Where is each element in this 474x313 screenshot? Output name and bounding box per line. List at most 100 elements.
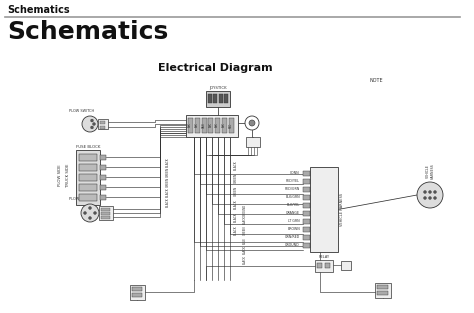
Bar [209, 118, 213, 133]
Circle shape [89, 207, 91, 209]
Circle shape [81, 204, 99, 222]
Text: VEHICLE
HARNESS: VEHICLE HARNESS [426, 163, 434, 179]
Bar [341, 261, 351, 270]
Text: BLACK: BLACK [243, 216, 247, 224]
Circle shape [249, 120, 255, 126]
Circle shape [92, 122, 95, 126]
Circle shape [428, 191, 431, 193]
Bar [100, 195, 106, 200]
Bar [303, 187, 310, 192]
Text: BLUE: BLUE [243, 237, 247, 244]
Text: BLACK: BLACK [243, 255, 247, 264]
Bar [99, 206, 113, 220]
Bar [303, 235, 310, 240]
Bar [206, 91, 230, 107]
Text: RED/YEL: RED/YEL [286, 179, 300, 183]
Text: CONN: CONN [291, 171, 300, 175]
Bar [303, 211, 310, 216]
Text: Schematics: Schematics [7, 20, 168, 44]
Text: GROUND: GROUND [243, 204, 247, 216]
Text: GRN: GRN [201, 122, 206, 128]
Text: GREEN: GREEN [243, 225, 247, 235]
Bar [188, 118, 193, 133]
Text: LT GRN: LT GRN [288, 219, 300, 223]
Bar [303, 243, 310, 248]
Text: BROWN: BROWN [287, 227, 300, 231]
Circle shape [428, 197, 431, 199]
Circle shape [423, 191, 427, 193]
Bar [303, 203, 310, 208]
Text: BLK: BLK [209, 123, 212, 127]
Bar [101, 208, 110, 211]
Text: RED/GRN: RED/GRN [285, 187, 300, 191]
Bar [219, 94, 223, 103]
Text: BLACK: BLACK [234, 199, 238, 209]
Text: GROUND: GROUND [285, 243, 300, 247]
Text: TRUCK SIDE: TRUCK SIDE [66, 163, 70, 187]
Text: BLK: BLK [222, 123, 226, 127]
Text: ORANGE: ORANGE [286, 211, 300, 215]
Bar [101, 212, 110, 215]
Text: PLOW SWITCH: PLOW SWITCH [69, 109, 94, 113]
Bar [317, 263, 322, 268]
Circle shape [417, 182, 443, 208]
Text: VEHICLE HARNESS: VEHICLE HARNESS [340, 193, 344, 226]
Bar [377, 285, 388, 289]
Circle shape [91, 119, 93, 122]
Circle shape [93, 212, 97, 214]
Bar [186, 115, 238, 137]
Bar [303, 171, 310, 176]
Text: JOYSTICK: JOYSTICK [209, 86, 227, 90]
Bar [79, 174, 97, 181]
Text: BLACK: BLACK [234, 160, 238, 170]
Text: GREEN: GREEN [234, 173, 238, 183]
Bar [79, 184, 97, 191]
Text: GRN/RED: GRN/RED [285, 235, 300, 239]
Text: BLK: BLK [188, 123, 192, 127]
Text: GREEN: GREEN [234, 186, 238, 196]
Bar [79, 194, 97, 201]
Bar [325, 263, 330, 268]
Text: GREEN: GREEN [166, 177, 170, 187]
Circle shape [434, 197, 437, 199]
Bar [79, 154, 97, 161]
Bar [132, 287, 142, 291]
Text: BLACK: BLACK [234, 212, 238, 222]
Bar [100, 175, 106, 180]
Text: RED: RED [229, 122, 233, 128]
Circle shape [82, 116, 98, 132]
Bar [100, 121, 105, 124]
Bar [222, 118, 227, 133]
Bar [79, 164, 97, 171]
Text: NOTE: NOTE [370, 78, 383, 83]
Bar [303, 227, 310, 232]
Text: BLK: BLK [215, 123, 219, 127]
Bar [229, 118, 234, 133]
Text: Schematics: Schematics [7, 5, 70, 15]
Text: PLOW SIDE: PLOW SIDE [58, 164, 62, 186]
Bar [76, 150, 100, 205]
Text: BLK: BLK [195, 123, 199, 127]
Bar [201, 118, 207, 133]
Text: BLACK: BLACK [234, 225, 238, 235]
Bar [130, 285, 145, 300]
Bar [98, 119, 108, 129]
Bar [377, 291, 388, 295]
Bar [100, 165, 106, 170]
Bar [310, 167, 338, 252]
Bar [315, 260, 333, 272]
Bar [375, 283, 391, 298]
Text: GREEN: GREEN [166, 167, 170, 177]
Bar [100, 126, 105, 129]
Bar [195, 118, 200, 133]
Circle shape [245, 116, 259, 130]
Circle shape [89, 217, 91, 219]
Text: BLK/YEL: BLK/YEL [287, 203, 300, 207]
Bar [100, 185, 106, 190]
Circle shape [423, 197, 427, 199]
Text: BLACK: BLACK [166, 197, 170, 207]
Text: BLACK: BLACK [243, 246, 247, 254]
Bar [303, 179, 310, 184]
Bar [132, 293, 142, 297]
Text: PLOW MOTOR: PLOW MOTOR [69, 197, 93, 201]
